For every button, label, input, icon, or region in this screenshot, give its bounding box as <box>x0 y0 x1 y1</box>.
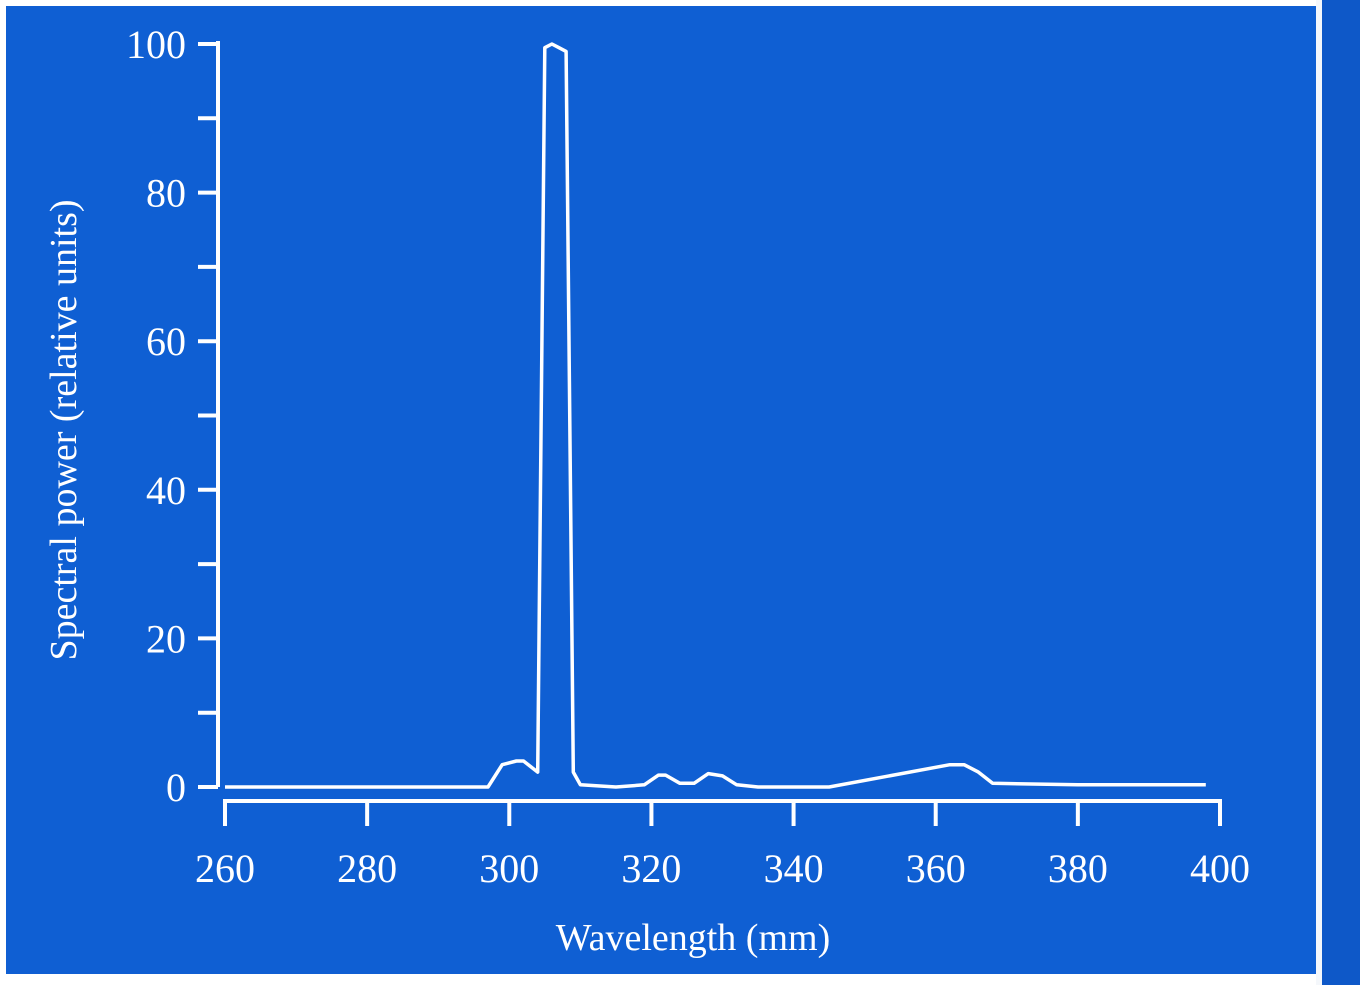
x-tick-label: 340 <box>764 846 824 891</box>
x-tick-label: 280 <box>337 846 397 891</box>
y-tick-label: 60 <box>146 319 186 364</box>
y-tick-label: 100 <box>126 22 186 67</box>
y-tick-label: 0 <box>166 765 186 810</box>
y-tick-label: 20 <box>146 616 186 661</box>
slide-edge-line <box>1316 0 1322 985</box>
x-tick-label: 400 <box>1190 846 1250 891</box>
slide-edge <box>1322 0 1360 985</box>
y-axis-title: Spectral power (relative units) <box>43 199 85 660</box>
plot-area <box>225 42 1206 789</box>
y-tick-label: 80 <box>146 171 186 216</box>
spectrum-line <box>225 42 1206 789</box>
x-tick-label: 260 <box>195 846 255 891</box>
x-tick-label: 380 <box>1048 846 1108 891</box>
x-axis: 260 280 300 320 340 360 380 400 <box>195 799 1250 891</box>
y-tick-label: 40 <box>146 468 186 513</box>
x-tick-label: 320 <box>621 846 681 891</box>
x-tick-label: 300 <box>479 846 539 891</box>
x-axis-title: Wavelength (mm) <box>556 917 830 959</box>
x-tick-label: 360 <box>906 846 966 891</box>
y-axis: 0 20 40 60 80 100 <box>126 22 220 810</box>
